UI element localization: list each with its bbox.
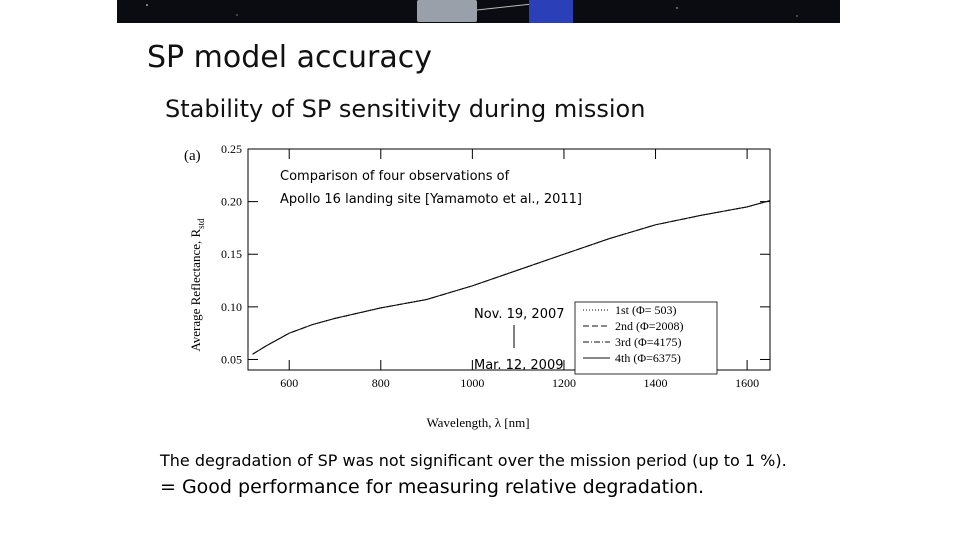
y-tick-label: 0.05 — [221, 352, 242, 366]
x-tick-label: 1600 — [735, 376, 759, 390]
plot-frame — [247, 148, 771, 371]
x-tick-label: 1400 — [644, 376, 668, 390]
date-nov-2007: Nov. 19, 2007 — [474, 307, 565, 322]
spacecraft-banner-image — [117, 0, 840, 23]
legend: 1st (Φ= 503) 2nd (Φ=2008) 3rd (Φ=4175) 4th … — [574, 301, 718, 375]
star — [796, 15, 798, 17]
y-tick-label: 0.10 — [221, 300, 242, 314]
solar-panel — [529, 0, 573, 23]
legend-label: 2nd (Φ=2008) — [615, 319, 684, 333]
slide-title: SP model accuracy — [147, 40, 432, 75]
star — [236, 14, 238, 16]
spacecraft-boom — [476, 3, 533, 11]
star — [676, 7, 678, 9]
y-axis: 0.05 0.10 0.15 0.20 0.25 — [221, 142, 770, 366]
banner-background — [117, 0, 840, 23]
x-tick-label: 600 — [280, 376, 298, 390]
series-line-4 — [252, 200, 771, 355]
slide-subtitle: Stability of SP sensitivity during missi… — [165, 95, 646, 123]
x-axis: 600 800 1000 1200 1400 1600 — [280, 149, 759, 390]
annotation-line-1: Comparison of four observations of — [280, 169, 510, 184]
star — [146, 4, 148, 6]
performance-conclusion: = Good performance for measuring relativ… — [160, 476, 705, 498]
panel-label: (a) — [184, 148, 201, 164]
y-tick-label: 0.25 — [221, 142, 242, 156]
x-tick-label: 800 — [372, 376, 390, 390]
y-axis-label-text: Average Reflectance, Rstd — [188, 218, 206, 352]
x-tick-label: 1000 — [460, 376, 484, 390]
legend-box — [574, 301, 718, 375]
series-group — [252, 200, 771, 355]
legend-label: 1st (Φ= 503) — [615, 303, 677, 317]
reflectance-chart: (a) 0.050.100.150.200.25 600 800 1000 1200 1… — [184, 142, 771, 430]
y-tick-label: 0.20 — [221, 195, 242, 209]
y-axis-label: Average Reflectance, Rstd — [188, 218, 206, 352]
x-axis-label: Wavelength, λ [nm] — [426, 415, 529, 430]
annotation-line-2: Apollo 16 landing site [Yamamoto et al.,… — [280, 192, 582, 207]
legend-label: 3rd (Φ=4175) — [615, 335, 682, 349]
spacecraft-illustration — [117, 0, 840, 23]
spacecraft-body — [417, 0, 477, 22]
degradation-note: The degradation of SP was not significan… — [160, 451, 787, 470]
legend-label: 4th (Φ=6375) — [615, 351, 681, 365]
x-tick-label: 1200 — [552, 376, 576, 390]
date-mar-2009: Mar. 12, 2009 — [474, 358, 564, 373]
y-tick-label: 0.15 — [221, 247, 242, 261]
